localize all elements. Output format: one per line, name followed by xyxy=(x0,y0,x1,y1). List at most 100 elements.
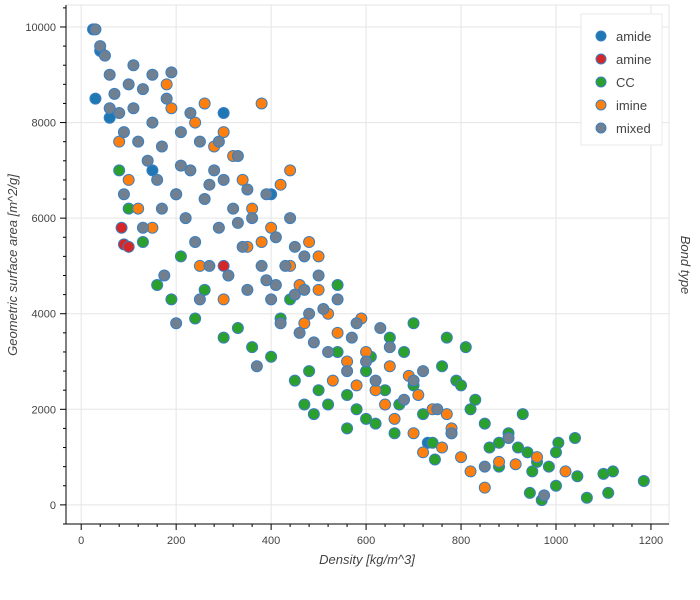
point-CC xyxy=(464,403,477,416)
point-CC xyxy=(637,474,650,487)
point-imine xyxy=(417,446,430,459)
point-CC xyxy=(189,312,202,325)
point-mixed xyxy=(198,193,211,206)
point-mixed xyxy=(165,66,178,79)
point-CC xyxy=(369,417,382,430)
data-points xyxy=(87,23,650,507)
point-imine xyxy=(388,412,401,425)
point-amine xyxy=(217,259,230,272)
point-CC xyxy=(113,164,126,177)
point-amine xyxy=(122,240,135,253)
point-imine xyxy=(559,465,572,478)
point-imine xyxy=(464,465,477,478)
legend-label-CC: CC xyxy=(616,75,635,90)
point-mixed xyxy=(227,202,240,215)
point-CC xyxy=(580,491,593,504)
point-mixed xyxy=(217,173,230,186)
point-mixed xyxy=(236,240,249,253)
point-imine xyxy=(303,236,316,249)
point-mixed xyxy=(158,269,171,282)
point-imine xyxy=(132,202,145,215)
point-amide xyxy=(217,107,230,120)
point-amine xyxy=(115,221,128,234)
point-imine xyxy=(189,116,202,129)
y-tick-label: 6000 xyxy=(32,213,56,225)
point-mixed xyxy=(279,259,292,272)
point-mixed xyxy=(189,236,202,249)
x-axis-label: Density [kg/m^3] xyxy=(319,552,415,567)
point-mixed xyxy=(478,460,491,473)
point-mixed xyxy=(103,68,116,81)
y-tick-label: 0 xyxy=(50,500,56,512)
point-mixed xyxy=(160,92,173,105)
point-CC xyxy=(571,470,584,483)
point-mixed xyxy=(151,173,164,186)
point-CC xyxy=(516,408,529,421)
point-CC xyxy=(436,360,449,373)
point-mixed xyxy=(398,393,411,406)
point-mixed xyxy=(155,140,168,153)
point-CC xyxy=(303,365,316,378)
point-mixed xyxy=(407,374,420,387)
point-mixed xyxy=(184,164,197,177)
point-mixed xyxy=(341,365,354,378)
point-mixed xyxy=(265,293,278,306)
point-CC xyxy=(307,408,320,421)
point-mixed xyxy=(231,150,244,163)
legend-label-amide: amide xyxy=(616,29,651,44)
point-mixed xyxy=(250,360,263,373)
point-mixed xyxy=(222,269,235,282)
point-imine xyxy=(509,458,522,471)
point-imine xyxy=(298,317,311,330)
point-mixed xyxy=(184,107,197,120)
point-mixed xyxy=(146,68,159,81)
point-mixed xyxy=(155,202,168,215)
legend-marker-amine xyxy=(595,53,607,65)
point-mixed xyxy=(208,164,221,177)
point-CC xyxy=(322,398,335,411)
point-mixed xyxy=(431,403,444,416)
point-mixed xyxy=(193,293,206,306)
point-CC xyxy=(151,279,164,292)
legend-marker-amide xyxy=(595,30,607,42)
point-mixed xyxy=(212,135,225,148)
point-imine xyxy=(255,236,268,249)
point-CC xyxy=(331,279,344,292)
point-CC xyxy=(388,427,401,440)
point-CC xyxy=(407,317,420,330)
x-tick-label: 800 xyxy=(452,535,470,547)
legend-marker-CC xyxy=(595,76,607,88)
point-CC xyxy=(426,436,439,449)
point-mixed xyxy=(203,178,216,191)
x-tick-label: 400 xyxy=(262,535,280,547)
point-mixed xyxy=(317,302,330,315)
point-imine xyxy=(265,221,278,234)
point-mixed xyxy=(174,159,187,172)
grid xyxy=(65,4,670,525)
point-CC xyxy=(417,408,430,421)
plot-frame xyxy=(65,4,670,525)
point-CC xyxy=(483,441,496,454)
point-imine xyxy=(165,102,178,115)
point-imine xyxy=(383,360,396,373)
point-mixed xyxy=(127,102,140,115)
point-CC xyxy=(428,453,441,466)
y-tick-label: 8000 xyxy=(32,118,56,130)
legend-marker-mixed xyxy=(595,122,607,134)
point-CC xyxy=(478,417,491,430)
point-CC xyxy=(298,398,311,411)
point-imine xyxy=(331,326,344,339)
point-mixed xyxy=(170,188,183,201)
point-imine xyxy=(217,293,230,306)
point-CC xyxy=(312,384,325,397)
point-imine xyxy=(412,388,425,401)
point-mixed xyxy=(136,83,149,96)
point-CC xyxy=(521,446,534,459)
point-mixed xyxy=(231,216,244,229)
point-CC xyxy=(398,345,411,358)
point-CC xyxy=(493,436,506,449)
x-tick-label: 1000 xyxy=(544,535,568,547)
point-mixed xyxy=(117,188,130,201)
point-mixed xyxy=(269,279,282,292)
point-mixed xyxy=(288,240,301,253)
